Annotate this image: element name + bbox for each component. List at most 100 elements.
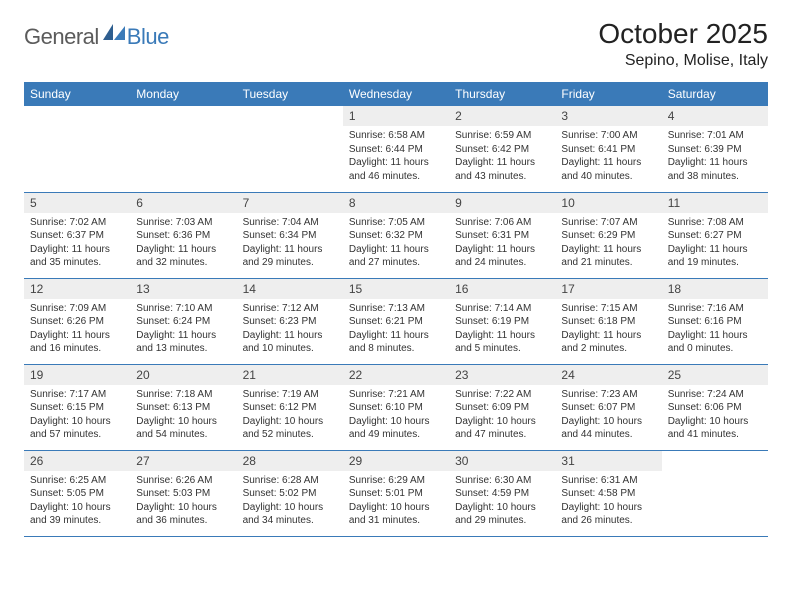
sunset-text: Sunset: 5:02 PM xyxy=(243,487,337,501)
daylight-line2: and 46 minutes. xyxy=(349,170,443,184)
calendar-cell: 1Sunrise: 6:58 AMSunset: 6:44 PMDaylight… xyxy=(343,106,449,192)
calendar-week: 5Sunrise: 7:02 AMSunset: 6:37 PMDaylight… xyxy=(24,192,768,278)
sunrise-text: Sunrise: 7:05 AM xyxy=(349,216,443,230)
sunset-text: Sunset: 6:18 PM xyxy=(561,315,655,329)
day-number: 16 xyxy=(449,279,555,299)
day-number: 20 xyxy=(130,365,236,385)
day-number: 29 xyxy=(343,451,449,471)
sunset-text: Sunset: 6:16 PM xyxy=(668,315,762,329)
sunset-text: Sunset: 6:21 PM xyxy=(349,315,443,329)
day-content: Sunrise: 7:05 AMSunset: 6:32 PMDaylight:… xyxy=(343,213,449,274)
calendar-cell: 26Sunrise: 6:25 AMSunset: 5:05 PMDayligh… xyxy=(24,450,130,536)
daylight-line2: and 32 minutes. xyxy=(136,256,230,270)
calendar-cell: 6Sunrise: 7:03 AMSunset: 6:36 PMDaylight… xyxy=(130,192,236,278)
calendar-cell: 2Sunrise: 6:59 AMSunset: 6:42 PMDaylight… xyxy=(449,106,555,192)
logo-sail-icon xyxy=(103,24,125,40)
calendar-cell: 18Sunrise: 7:16 AMSunset: 6:16 PMDayligh… xyxy=(662,278,768,364)
day-content: Sunrise: 7:00 AMSunset: 6:41 PMDaylight:… xyxy=(555,126,661,187)
sunrise-text: Sunrise: 7:19 AM xyxy=(243,388,337,402)
day-number: 21 xyxy=(237,365,343,385)
day-number: 19 xyxy=(24,365,130,385)
day-number: 13 xyxy=(130,279,236,299)
daylight-line2: and 43 minutes. xyxy=(455,170,549,184)
sunrise-text: Sunrise: 7:18 AM xyxy=(136,388,230,402)
day-number: 3 xyxy=(555,106,661,126)
calendar-cell: 31Sunrise: 6:31 AMSunset: 4:58 PMDayligh… xyxy=(555,450,661,536)
daylight-line1: Daylight: 11 hours xyxy=(243,329,337,343)
daylight-line1: Daylight: 11 hours xyxy=(561,243,655,257)
day-number: 15 xyxy=(343,279,449,299)
calendar-cell: 28Sunrise: 6:28 AMSunset: 5:02 PMDayligh… xyxy=(237,450,343,536)
sunrise-text: Sunrise: 7:07 AM xyxy=(561,216,655,230)
calendar-cell: 15Sunrise: 7:13 AMSunset: 6:21 PMDayligh… xyxy=(343,278,449,364)
daylight-line1: Daylight: 10 hours xyxy=(136,415,230,429)
sunrise-text: Sunrise: 7:14 AM xyxy=(455,302,549,316)
daylight-line2: and 49 minutes. xyxy=(349,428,443,442)
calendar-cell xyxy=(130,106,236,192)
sunset-text: Sunset: 6:24 PM xyxy=(136,315,230,329)
day-number: 11 xyxy=(662,193,768,213)
sunset-text: Sunset: 6:12 PM xyxy=(243,401,337,415)
sunset-text: Sunset: 6:36 PM xyxy=(136,229,230,243)
daylight-line1: Daylight: 10 hours xyxy=(561,501,655,515)
daylight-line2: and 38 minutes. xyxy=(668,170,762,184)
day-number: 25 xyxy=(662,365,768,385)
day-number: 6 xyxy=(130,193,236,213)
calendar-cell: 12Sunrise: 7:09 AMSunset: 6:26 PMDayligh… xyxy=(24,278,130,364)
day-number: 4 xyxy=(662,106,768,126)
calendar-cell: 9Sunrise: 7:06 AMSunset: 6:31 PMDaylight… xyxy=(449,192,555,278)
sunrise-text: Sunrise: 7:09 AM xyxy=(30,302,124,316)
title-block: October 2025 Sepino, Molise, Italy xyxy=(598,18,768,70)
sunrise-text: Sunrise: 7:22 AM xyxy=(455,388,549,402)
weekday-header: Wednesday xyxy=(343,82,449,106)
sunrise-text: Sunrise: 7:24 AM xyxy=(668,388,762,402)
sunset-text: Sunset: 5:05 PM xyxy=(30,487,124,501)
daylight-line1: Daylight: 11 hours xyxy=(455,156,549,170)
day-number: 22 xyxy=(343,365,449,385)
daylight-line1: Daylight: 10 hours xyxy=(30,501,124,515)
daylight-line2: and 39 minutes. xyxy=(30,514,124,528)
day-number: 8 xyxy=(343,193,449,213)
sunset-text: Sunset: 6:32 PM xyxy=(349,229,443,243)
sunrise-text: Sunrise: 7:02 AM xyxy=(30,216,124,230)
day-number: 23 xyxy=(449,365,555,385)
day-content: Sunrise: 6:25 AMSunset: 5:05 PMDaylight:… xyxy=(24,471,130,532)
sunset-text: Sunset: 4:59 PM xyxy=(455,487,549,501)
day-number: 12 xyxy=(24,279,130,299)
daylight-line1: Daylight: 10 hours xyxy=(561,415,655,429)
day-content: Sunrise: 7:10 AMSunset: 6:24 PMDaylight:… xyxy=(130,299,236,360)
weekday-header: Friday xyxy=(555,82,661,106)
calendar-cell: 21Sunrise: 7:19 AMSunset: 6:12 PMDayligh… xyxy=(237,364,343,450)
calendar-cell xyxy=(24,106,130,192)
day-number: 31 xyxy=(555,451,661,471)
daylight-line2: and 19 minutes. xyxy=(668,256,762,270)
daylight-line2: and 29 minutes. xyxy=(455,514,549,528)
sunrise-text: Sunrise: 7:01 AM xyxy=(668,129,762,143)
day-number: 28 xyxy=(237,451,343,471)
day-content: Sunrise: 7:21 AMSunset: 6:10 PMDaylight:… xyxy=(343,385,449,446)
calendar-cell: 16Sunrise: 7:14 AMSunset: 6:19 PMDayligh… xyxy=(449,278,555,364)
calendar-week: 19Sunrise: 7:17 AMSunset: 6:15 PMDayligh… xyxy=(24,364,768,450)
sunrise-text: Sunrise: 6:58 AM xyxy=(349,129,443,143)
daylight-line2: and 40 minutes. xyxy=(561,170,655,184)
day-content: Sunrise: 7:07 AMSunset: 6:29 PMDaylight:… xyxy=(555,213,661,274)
calendar-cell: 29Sunrise: 6:29 AMSunset: 5:01 PMDayligh… xyxy=(343,450,449,536)
daylight-line1: Daylight: 11 hours xyxy=(349,243,443,257)
daylight-line1: Daylight: 11 hours xyxy=(561,329,655,343)
daylight-line1: Daylight: 11 hours xyxy=(668,156,762,170)
daylight-line1: Daylight: 10 hours xyxy=(30,415,124,429)
sunset-text: Sunset: 5:03 PM xyxy=(136,487,230,501)
daylight-line2: and 29 minutes. xyxy=(243,256,337,270)
day-content: Sunrise: 7:17 AMSunset: 6:15 PMDaylight:… xyxy=(24,385,130,446)
daylight-line1: Daylight: 10 hours xyxy=(668,415,762,429)
sunset-text: Sunset: 6:26 PM xyxy=(30,315,124,329)
day-content: Sunrise: 7:01 AMSunset: 6:39 PMDaylight:… xyxy=(662,126,768,187)
sunrise-text: Sunrise: 6:31 AM xyxy=(561,474,655,488)
calendar-cell xyxy=(237,106,343,192)
daylight-line2: and 2 minutes. xyxy=(561,342,655,356)
day-number: 7 xyxy=(237,193,343,213)
location: Sepino, Molise, Italy xyxy=(598,52,768,70)
day-content: Sunrise: 7:18 AMSunset: 6:13 PMDaylight:… xyxy=(130,385,236,446)
day-number: 10 xyxy=(555,193,661,213)
sunrise-text: Sunrise: 6:59 AM xyxy=(455,129,549,143)
